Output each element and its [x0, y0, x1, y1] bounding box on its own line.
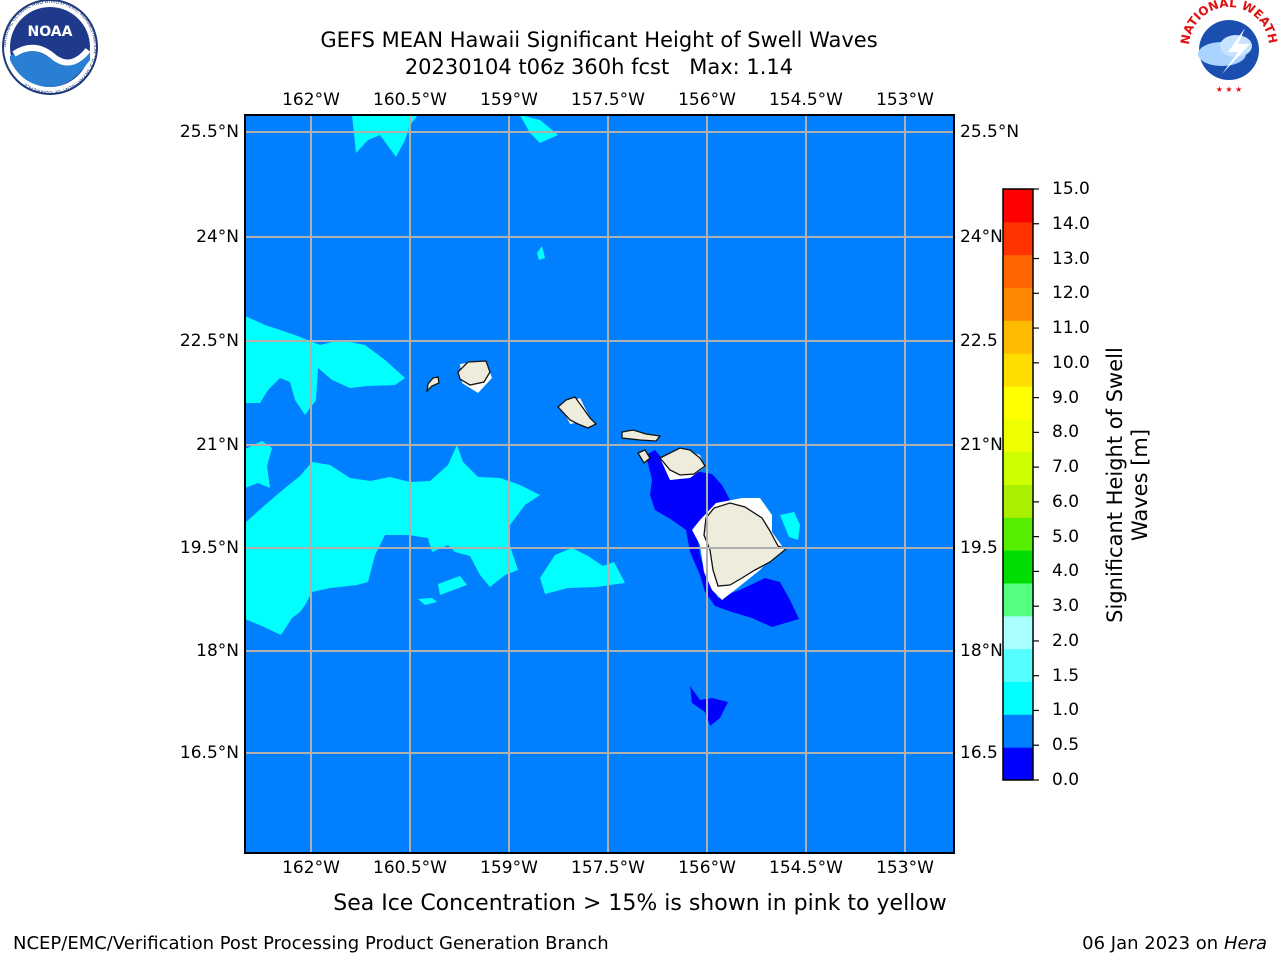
- colorbar-tick-label: 2.0: [1052, 630, 1080, 651]
- colorbar-swatch: [1003, 648, 1033, 682]
- colorbar-tick-label: 5.0: [1052, 526, 1080, 547]
- chart-subtitle: 20230104 t06z 360h fcst Max: 1.14: [404, 55, 794, 79]
- chart-title: GEFS MEAN Hawaii Significant Height of S…: [320, 28, 878, 52]
- colorbar-swatch: [1003, 189, 1033, 223]
- lat-label: 21°N: [196, 435, 239, 455]
- lat-label: 18°N: [960, 641, 1003, 661]
- gridlines: [245, 115, 954, 853]
- colorbar-tick-label: 12.0: [1052, 283, 1090, 304]
- lon-label: 162°W: [282, 858, 340, 878]
- svg-text:★ ★ ★: ★ ★ ★: [1216, 85, 1243, 94]
- lat-label: 24°N: [196, 227, 239, 247]
- colorbar-tick-label: 0.5: [1052, 735, 1080, 756]
- colorbar-tick-label: 1.0: [1052, 700, 1080, 721]
- lon-label: 153°W: [876, 858, 934, 878]
- colorbar-swatch: [1003, 254, 1033, 288]
- swell-contour-0-0.5m: [646, 450, 799, 726]
- lat-label: 24°N: [960, 227, 1003, 247]
- colorbar: [1002, 188, 1039, 781]
- colorbar-label: Significant Height of Swell Waves [m]: [1103, 347, 1152, 623]
- colorbar-tick-label: 11.0: [1052, 318, 1090, 339]
- colorbar-swatch: [1003, 714, 1033, 748]
- lon-label: 159°W: [480, 858, 538, 878]
- colorbar-frame: [1002, 188, 1034, 781]
- noaa-logo: NOAA NATIONAL OCEANIC AND ATMOSPHERIC AD…: [2, 0, 98, 95]
- footer-left: NCEP/EMC/Verification Post Processing Pr…: [13, 933, 609, 954]
- colorbar-tick-label: 6.0: [1052, 491, 1080, 512]
- land: [426, 360, 788, 587]
- footer-date: 06 Jan 2023 on: [1082, 933, 1224, 954]
- lon-label: 160.5°W: [373, 90, 447, 110]
- nws-logo: NATIONAL WEATHER SERVICE ★ ★ ★: [0, 0, 1280, 94]
- island-niihau: [426, 376, 440, 393]
- lon-label: 154.5°W: [769, 90, 843, 110]
- colorbar-tick-label: 9.0: [1052, 387, 1080, 408]
- colorbar-swatch: [1003, 517, 1033, 551]
- lat-label: 18°N: [196, 641, 239, 661]
- island-maui: [658, 447, 706, 476]
- colorbar-swatch: [1003, 451, 1033, 485]
- lon-label: 157.5°W: [571, 858, 645, 878]
- colorbar-tick-label: 3.0: [1052, 596, 1080, 617]
- island-hawaii: [703, 502, 788, 587]
- colorbar-swatch: [1003, 353, 1033, 387]
- colorbar-swatch: [1003, 418, 1033, 453]
- colorbar-swatch: [1003, 221, 1033, 256]
- lon-label: 162°W: [282, 90, 340, 110]
- colorbar-tick-label: 10.0: [1052, 352, 1090, 373]
- island-kauai: [457, 360, 491, 386]
- caption: Sea Ice Concentration > 15% is shown in …: [333, 891, 947, 916]
- colorbar-tick-label: 15.0: [1052, 179, 1090, 199]
- colorbar-swatch: [1003, 320, 1033, 354]
- lon-label: 159°W: [480, 90, 538, 110]
- lat-label: 25.5°N: [179, 122, 239, 142]
- lon-label: 157.5°W: [571, 90, 645, 110]
- footer-right: 06 Jan 2023 on Hera: [1082, 933, 1267, 954]
- colorbar-tick-label: 4.0: [1052, 561, 1080, 582]
- colorbar-swatch: [1003, 583, 1033, 617]
- colorbar-swatch: [1003, 747, 1033, 781]
- colorbar-swatch: [1003, 386, 1033, 420]
- colorbar-swatch: [1003, 681, 1033, 715]
- island-oahu: [557, 396, 598, 429]
- lon-label: 154.5°W: [769, 858, 843, 878]
- lat-label: 19.5: [960, 538, 998, 558]
- colorbar-swatch: [1003, 615, 1033, 650]
- colorbar-tick-label: 7.0: [1052, 457, 1080, 478]
- svg-text:NATIONAL WEATHER SERVICE: NATIONAL WEATHER SERVICE: [0, 0, 1280, 45]
- colorbar-swatch: [1003, 287, 1033, 321]
- colorbar-tick-label: 1.5: [1052, 665, 1080, 686]
- colorbar-tick-label: 0.0: [1052, 770, 1080, 790]
- lat-label: 22.5°N: [179, 331, 239, 351]
- lon-label: 156°W: [678, 858, 736, 878]
- island-lanai: [637, 449, 651, 464]
- lat-label: 25.5°N: [960, 122, 1020, 142]
- lon-label: 156°W: [678, 90, 736, 110]
- lon-label: 160.5°W: [373, 858, 447, 878]
- lat-label: 19.5°N: [179, 538, 239, 558]
- colorbar-swatch: [1003, 550, 1033, 584]
- lon-label: 153°W: [876, 90, 934, 110]
- colorbar-swatch: [1003, 484, 1033, 518]
- lat-label: 22.5: [960, 331, 998, 351]
- lat-label: 16.5°N: [179, 743, 239, 763]
- colorbar-tick-label: 13.0: [1052, 248, 1090, 269]
- colorbar-tick-label: 14.0: [1052, 213, 1090, 234]
- lat-label: 16.5: [960, 743, 998, 763]
- lat-label: 21°N: [960, 435, 1003, 455]
- colorbar-tick-label: 8.0: [1052, 422, 1080, 443]
- footer-host: Hera: [1223, 933, 1267, 954]
- svg-text:NOAA: NOAA: [28, 24, 73, 40]
- island-molokai: [621, 429, 662, 442]
- map-panel: [244, 114, 955, 854]
